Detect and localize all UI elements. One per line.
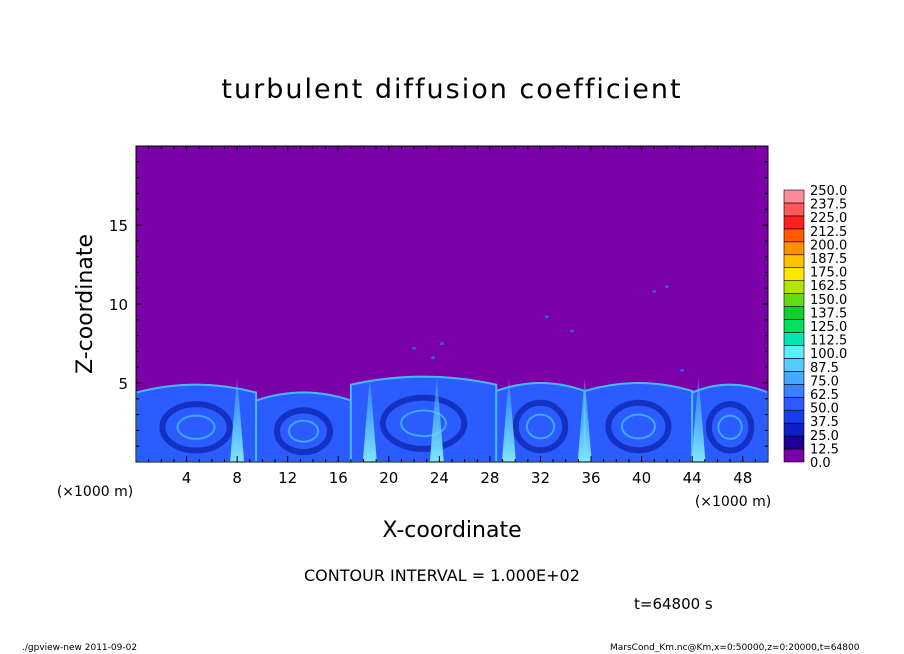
x-tick-label: 16 <box>329 469 348 487</box>
heatmap-blob <box>412 346 417 350</box>
x-tick-label: 48 <box>733 469 752 487</box>
colorbar-swatch <box>783 332 805 346</box>
colorbar-label: 225.0 <box>810 211 847 226</box>
heatmap-plume <box>230 378 245 462</box>
heatmap-swirl <box>159 401 233 454</box>
heatmap-swirl-inner <box>400 409 447 438</box>
colorbar-label: 112.5 <box>810 334 847 349</box>
time-note: t=64800 s <box>634 595 713 613</box>
colorbar-swatch <box>783 358 805 372</box>
colorbar-swatch <box>783 280 805 294</box>
colorbar-label: 237.5 <box>810 198 847 213</box>
heatmap-swirl <box>512 399 569 454</box>
colorbar-swatch <box>783 189 805 204</box>
colorbar-swatch <box>783 319 805 333</box>
y-unit-label: (×1000 m) <box>57 484 133 500</box>
y-axis-title: Z-coordinate <box>73 234 98 374</box>
heatmap-swirl <box>379 394 468 452</box>
heatmap-plume <box>577 378 592 462</box>
colorbar-label: 137.5 <box>810 306 847 321</box>
x-tick-label: 4 <box>182 469 192 487</box>
colorbar-label: 250.0 <box>810 184 847 199</box>
heatmap-blob <box>439 342 444 345</box>
heatmap-swirl <box>273 407 334 456</box>
colorbar-swatch <box>783 241 805 256</box>
x-tick-label: 8 <box>232 469 242 487</box>
colorbar-label: 125.0 <box>810 320 847 335</box>
x-tick-label: 24 <box>430 469 449 487</box>
colorbar-swatch <box>783 422 805 437</box>
colorbar-label: 100.0 <box>810 347 847 362</box>
y-tick-label: 5 <box>118 375 128 393</box>
x-tick-label: 20 <box>379 469 398 487</box>
colorbar-swatch <box>783 215 805 230</box>
colorbar-swatch <box>783 435 805 450</box>
colorbar-swatch <box>783 293 805 307</box>
colorbar-swatch <box>783 345 805 359</box>
x-axis-title: X-coordinate <box>382 518 521 543</box>
colorbar-label: 150.0 <box>810 293 847 308</box>
heatmap-blob <box>570 329 575 333</box>
heatmap-cell <box>583 382 694 462</box>
heatmap-plume <box>501 378 516 462</box>
colorbar-label: 50.0 <box>810 402 839 417</box>
colorbar-swatch <box>783 371 805 385</box>
colorbar-label: 62.5 <box>810 388 839 403</box>
colorbar-label: 87.5 <box>810 361 839 376</box>
heatmap-blob <box>680 368 685 372</box>
colorbar-swatch <box>783 267 805 281</box>
x-tick-label: 28 <box>480 469 499 487</box>
heatmap-plume <box>362 378 377 462</box>
heatmap-swirl-inner <box>717 414 743 440</box>
heatmap-cell <box>136 383 258 462</box>
heatmap-blob <box>544 315 549 319</box>
heatmap-blob <box>664 285 669 289</box>
heatmap-cell <box>349 375 498 462</box>
heatmap-swirl <box>605 399 672 454</box>
x-tick-label: 36 <box>581 469 600 487</box>
x-unit-label: (×1000 m) <box>695 494 771 510</box>
x-tick-label: 32 <box>531 469 550 487</box>
colorbar-label: 25.0 <box>810 429 839 444</box>
colorbar-swatch <box>783 202 805 217</box>
y-tick-label: 15 <box>109 217 128 235</box>
colorbar-label: 75.0 <box>810 374 839 389</box>
heatmap-swirl-inner <box>525 413 556 440</box>
x-tick-label: 12 <box>278 469 297 487</box>
footer-program-date: ./gpview-new 2011-09-02 <box>22 643 138 653</box>
colorbar-swatch <box>783 383 805 398</box>
heatmap-plume <box>429 378 444 462</box>
colorbar-label: 175.0 <box>810 266 847 281</box>
colorbar-swatch <box>783 396 805 411</box>
colorbar-swatch <box>783 448 805 463</box>
colorbar-label: 0.0 <box>810 456 831 471</box>
heatmap-swirl-inner <box>176 414 216 440</box>
colorbar-swatch <box>783 254 805 269</box>
heatmap-field <box>136 285 768 462</box>
footer-source: MarsCond_Km.nc@Km,x=0:50000,z=0:20000,t=… <box>610 643 860 653</box>
contour-interval-note: CONTOUR INTERVAL = 1.000E+02 <box>304 566 580 585</box>
colorbar-label: 37.5 <box>810 415 839 430</box>
colorbar-label: 12.5 <box>810 442 839 457</box>
colorbar-swatch <box>783 306 805 320</box>
colorbar-label: 200.0 <box>810 238 847 253</box>
chart-title: turbulent diffusion coefficient <box>221 74 683 105</box>
colorbar-label: 187.5 <box>810 252 847 267</box>
x-tick-label: 44 <box>683 469 702 487</box>
heatmap-swirl-inner <box>620 413 656 440</box>
colorbar-swatch <box>783 409 805 424</box>
x-tick-label: 40 <box>632 469 651 487</box>
y-tick-label: 10 <box>109 296 128 314</box>
heatmap-blob <box>431 356 436 360</box>
heatmap-swirl <box>705 401 755 454</box>
colorbar-label: 212.5 <box>810 225 847 240</box>
colorbar-swatch <box>783 228 805 243</box>
heatmap-swirl-inner <box>287 419 320 443</box>
heatmap-plume <box>691 378 706 462</box>
colorbar-label: 162.5 <box>810 279 847 294</box>
heatmap-blob <box>652 289 657 293</box>
